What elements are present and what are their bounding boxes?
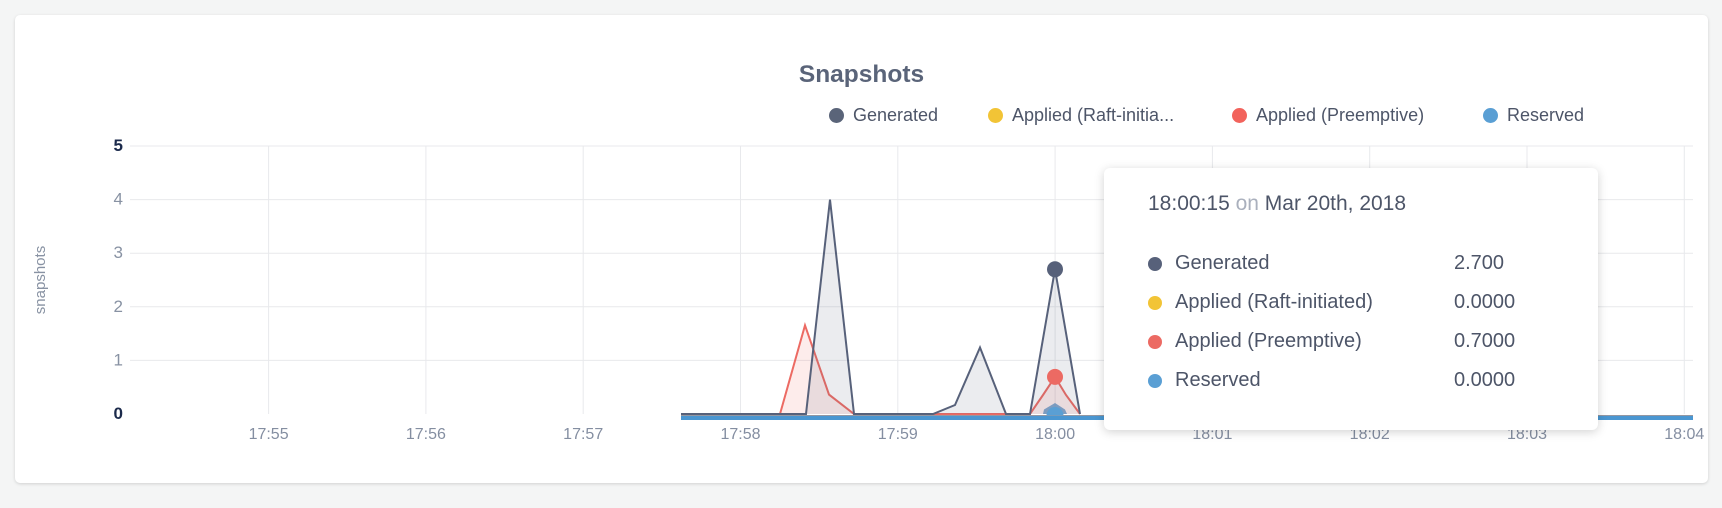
svg-text:17:59: 17:59 <box>878 426 918 443</box>
svg-text:18:00: 18:00 <box>1035 426 1075 443</box>
svg-text:1: 1 <box>114 350 123 369</box>
svg-text:17:58: 17:58 <box>720 426 760 443</box>
svg-text:17:56: 17:56 <box>406 426 446 443</box>
svg-text:3: 3 <box>114 243 123 262</box>
svg-text:18:04: 18:04 <box>1664 426 1704 443</box>
svg-text:0: 0 <box>114 404 123 423</box>
svg-text:2: 2 <box>114 297 123 316</box>
svg-text:snapshots: snapshots <box>32 246 49 314</box>
svg-text:17:55: 17:55 <box>249 426 289 443</box>
svg-text:17:57: 17:57 <box>563 426 603 443</box>
svg-text:5: 5 <box>114 136 123 155</box>
svg-text:4: 4 <box>114 190 123 209</box>
